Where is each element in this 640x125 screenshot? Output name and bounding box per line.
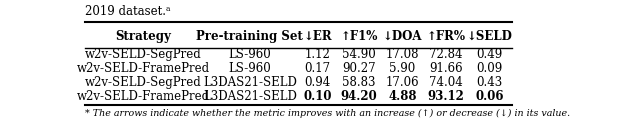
Text: 0.06: 0.06 [476,90,504,103]
Text: Pre-training Set: Pre-training Set [196,30,303,43]
Text: LS-960: LS-960 [228,48,271,61]
Text: 74.04: 74.04 [429,76,463,89]
Text: 0.10: 0.10 [303,90,332,103]
Text: 94.20: 94.20 [340,90,377,103]
Text: 91.66: 91.66 [429,62,463,75]
Text: ↑F1%: ↑F1% [340,30,378,43]
Text: 54.90: 54.90 [342,48,376,61]
Text: ↑FR%: ↑FR% [426,30,465,43]
Text: 90.27: 90.27 [342,62,376,75]
Text: 4.88: 4.88 [388,90,417,103]
Text: 0.49: 0.49 [477,48,503,61]
Text: * The arrows indicate whether the metric improves with an increase (↑) or decrea: * The arrows indicate whether the metric… [85,109,571,118]
Text: 0.17: 0.17 [305,62,331,75]
Text: 72.84: 72.84 [429,48,463,61]
Text: ↓DOA: ↓DOA [383,30,422,43]
Text: ↓ER: ↓ER [303,30,332,43]
Text: 5.90: 5.90 [389,62,415,75]
Text: 0.43: 0.43 [477,76,503,89]
Text: 17.08: 17.08 [386,48,419,61]
Text: 1.12: 1.12 [305,48,330,61]
Text: 58.83: 58.83 [342,76,376,89]
Text: LS-960: LS-960 [228,62,271,75]
Text: w2v-SELD-FramePred: w2v-SELD-FramePred [77,90,210,103]
Text: L3DAS21-SELD: L3DAS21-SELD [203,90,297,103]
Text: L3DAS21-SELD: L3DAS21-SELD [203,76,297,89]
Text: w2v-SELD-FramePred: w2v-SELD-FramePred [77,62,210,75]
Text: ↓SELD: ↓SELD [467,30,513,43]
Text: 93.12: 93.12 [428,90,465,103]
Text: 2019 dataset.ᵃ: 2019 dataset.ᵃ [85,5,170,18]
Text: Strategy: Strategy [115,30,171,43]
Text: 0.94: 0.94 [305,76,331,89]
Text: 17.06: 17.06 [385,76,419,89]
Text: 0.09: 0.09 [477,62,503,75]
Text: w2v-SELD-SegPred: w2v-SELD-SegPred [85,48,202,61]
Text: w2v-SELD-SegPred: w2v-SELD-SegPred [85,76,202,89]
